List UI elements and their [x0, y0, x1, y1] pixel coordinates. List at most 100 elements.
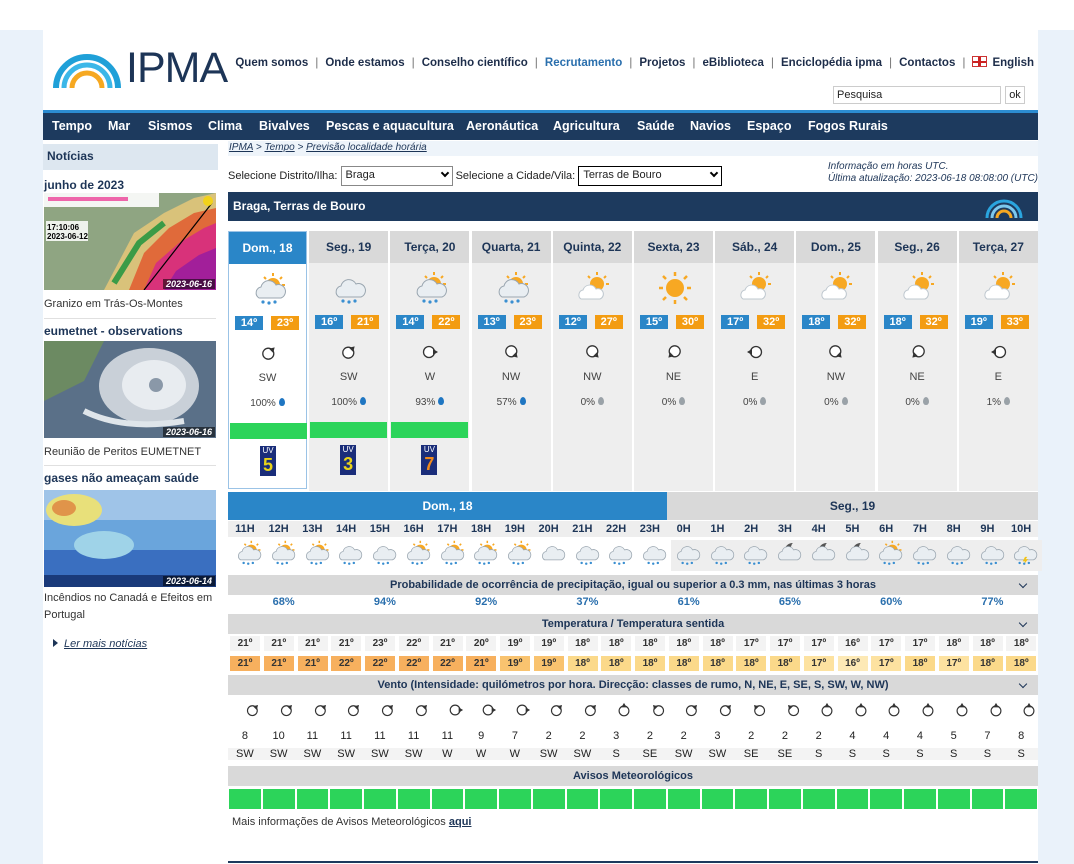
day-name[interactable]: Seg., 19 [309, 231, 389, 263]
nav-item[interactable]: Saúde [637, 119, 675, 133]
warning-cell[interactable] [769, 789, 801, 809]
day-column[interactable]: Sexta, 23 15º 30º NE 0% [634, 231, 713, 491]
day-column[interactable]: Seg., 19 16º 21º SW 100% UV 3 [309, 231, 389, 491]
day-column[interactable]: Seg., 26 18º 32º NE 0% [877, 231, 957, 491]
top-link[interactable]: Recrutamento [544, 57, 623, 69]
news-subtitle[interactable]: junho de 2023 [44, 178, 125, 192]
breadcrumb-current[interactable]: Previsão localidade horária [306, 142, 427, 153]
day-name[interactable]: Dom., 18 [229, 232, 306, 264]
nav-item[interactable]: Navios [690, 119, 731, 133]
hourly-weather-icon-rain [266, 540, 300, 571]
nav-item[interactable]: Espaço [747, 119, 792, 133]
warning-cell[interactable] [397, 789, 430, 809]
warning-cell[interactable] [937, 789, 970, 809]
day-column[interactable]: Dom., 18 14º 23º SW 100% UV 5 [228, 231, 307, 489]
hour-label: 22H [606, 523, 627, 535]
day-column[interactable]: Quarta, 21 13º 23º NW 57% [471, 231, 551, 491]
hourly-day-1[interactable]: Dom., 18 [228, 492, 667, 520]
news-image-hail[interactable]: 17:10:06 2023-06-12 2023-06-16 [44, 193, 216, 290]
day-name[interactable]: Sáb., 24 [715, 231, 795, 263]
warning-cell[interactable] [229, 789, 261, 809]
news-caption[interactable]: Granizo em Trás-Os-Montes [44, 298, 183, 310]
top-link[interactable]: Projetos [639, 57, 686, 69]
language-link[interactable]: English [992, 57, 1034, 69]
precip-prob-value: 77% [981, 596, 1004, 608]
top-link[interactable]: eBiblioteca [702, 57, 764, 69]
top-link[interactable]: Conselho científico [421, 57, 528, 69]
nav-item[interactable]: Aeronáutica [466, 119, 539, 133]
warning-cell[interactable] [701, 789, 734, 809]
warning-cell[interactable] [532, 789, 565, 809]
warning-cell[interactable] [566, 789, 599, 809]
day-name[interactable]: Terça, 27 [958, 231, 1038, 263]
hourly-day-2[interactable]: Seg., 19 [667, 492, 1038, 520]
nav-item[interactable]: Bivalves [259, 119, 310, 133]
warning-cell[interactable] [600, 789, 632, 809]
wind-dir-label: S [903, 748, 937, 760]
news-image-fires[interactable]: 2023-06-14 [44, 490, 216, 587]
warning-cell[interactable] [1005, 789, 1037, 809]
ipma-logo[interactable]: IPMA [52, 45, 228, 91]
top-link[interactable]: Contactos [899, 57, 956, 69]
day-name[interactable]: Sexta, 23 [634, 231, 713, 263]
news-subtitle[interactable]: gases não ameaçam saúde [44, 471, 199, 485]
search-input[interactable] [833, 86, 1001, 104]
warning-cell[interactable] [870, 789, 902, 809]
breadcrumb-tempo[interactable]: Tempo [264, 142, 295, 153]
day-column[interactable]: Sáb., 24 17º 32º E 0% [715, 231, 795, 491]
warning-cell[interactable] [802, 789, 835, 809]
more-info-link[interactable]: aqui [448, 816, 472, 828]
warning-cell[interactable] [904, 789, 936, 809]
warning-cell[interactable] [667, 789, 700, 809]
day-name[interactable]: Seg., 26 [877, 231, 957, 263]
warning-cell[interactable] [296, 789, 329, 809]
day-name[interactable]: Dom., 25 [796, 231, 876, 263]
warning-cell[interactable] [330, 789, 362, 809]
nav-item[interactable]: Mar [108, 119, 131, 133]
news-image-hurricane[interactable]: 2023-06-16 [44, 341, 216, 438]
hourly-day-band: Dom., 18 Seg., 19 [228, 492, 1038, 520]
wind-icon-cell [776, 702, 810, 723]
day-name[interactable]: Quarta, 21 [471, 231, 551, 263]
day-column[interactable]: Quinta, 22 12º 27º NW 0% [552, 231, 632, 491]
top-link[interactable]: Onde estamos [325, 57, 405, 69]
wind-header[interactable]: Vento (Intensidade: quilómetros por hora… [228, 675, 1038, 695]
news-caption[interactable]: Reunião de Peritos EUMETNET [44, 446, 202, 458]
nav-item[interactable]: Pescas e aquacultura [326, 119, 454, 133]
top-link[interactable]: Enciclopédia ipma [781, 57, 882, 69]
wind-arrow-icon [618, 702, 630, 717]
news-subtitle[interactable]: eumetnet - observations [44, 324, 183, 338]
city-select[interactable]: Terras de Bouro [578, 166, 723, 186]
top-link[interactable]: Quem somos [235, 57, 309, 69]
temp-rows: 21º 21º 21º 21º 23º 22º 21º 20º 19º 19º 18º 18º 18º 1… [228, 636, 1038, 674]
wind-icon-cell [945, 702, 979, 723]
warning-cell[interactable] [262, 789, 295, 809]
warning-cell[interactable] [431, 789, 464, 809]
nav-item[interactable]: Clima [208, 119, 243, 133]
breadcrumb-ipma[interactable]: IPMA [229, 142, 254, 153]
warning-cell[interactable] [499, 789, 531, 809]
precip-probability: 0% [796, 397, 875, 408]
day-column[interactable]: Terça, 27 19º 33º E 1% [958, 231, 1038, 491]
nav-item[interactable]: Fogos Rurais [808, 119, 888, 133]
warning-cell[interactable] [465, 789, 497, 809]
search-button[interactable]: ok [1005, 86, 1025, 104]
warning-cell[interactable] [836, 789, 869, 809]
nav-item[interactable]: Tempo [52, 119, 93, 133]
nav-item[interactable]: Sismos [148, 119, 193, 133]
precip-header[interactable]: Probabilidade de ocorrência de precipita… [228, 575, 1038, 595]
warning-cell[interactable] [735, 789, 767, 809]
more-news-link[interactable]: Ler mais notícias [53, 638, 147, 650]
district-select[interactable]: Braga [340, 166, 453, 186]
warning-cell[interactable] [364, 789, 396, 809]
warning-cell[interactable] [971, 789, 1004, 809]
warning-cell[interactable] [634, 789, 666, 809]
day-column[interactable]: Dom., 25 18º 32º NW 0% [796, 231, 876, 491]
temp-header[interactable]: Temperatura / Temperatura sentida [228, 614, 1038, 634]
raindrop-icon [278, 398, 285, 406]
day-column[interactable]: Terça, 20 14º 22º W 93% UV 7 [390, 231, 470, 491]
day-name[interactable]: Terça, 20 [390, 231, 470, 263]
news-caption[interactable]: Incêndios no Canadá e Efeitos em Portuga… [44, 592, 213, 621]
day-name[interactable]: Quinta, 22 [552, 231, 632, 263]
nav-item[interactable]: Agricultura [553, 119, 620, 133]
